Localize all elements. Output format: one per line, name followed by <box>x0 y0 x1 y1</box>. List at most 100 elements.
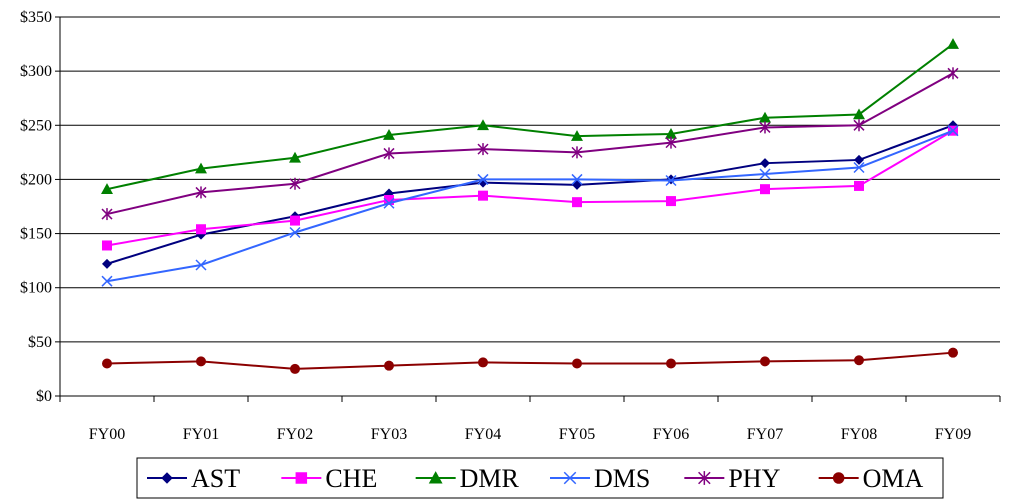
legend-marker <box>428 471 443 484</box>
data-point-ast <box>760 158 770 169</box>
series-dms <box>101 125 959 287</box>
series-line-dmr <box>106 43 954 191</box>
y-tick-label: $50 <box>28 334 52 351</box>
data-point-dmr <box>289 151 301 163</box>
data-point-ast <box>948 120 958 131</box>
data-point-dms <box>383 197 395 209</box>
series-che <box>102 125 958 251</box>
legend-label: CHE <box>325 464 377 493</box>
y-tick-label: $350 <box>20 9 52 26</box>
y-tick-label: $250 <box>20 117 52 134</box>
data-point-ast <box>854 154 864 165</box>
data-point-dms <box>195 259 207 271</box>
data-point-dmr <box>571 130 583 141</box>
x-tick-label: FY05 <box>559 426 595 443</box>
data-point-oma <box>102 358 112 369</box>
data-point-oma <box>854 355 864 366</box>
data-point-phy <box>947 67 959 80</box>
data-point-oma <box>478 357 488 368</box>
data-point-dmr <box>477 119 489 131</box>
y-tick-label: $150 <box>20 226 52 243</box>
series-line-oma <box>106 351 954 370</box>
series-line-phy <box>106 72 954 216</box>
legend-item-dmr: DMR <box>415 464 520 493</box>
data-point-dmr <box>195 162 207 174</box>
data-point-dms <box>853 161 865 174</box>
data-point-dmr <box>947 38 959 49</box>
data-point-oma <box>666 358 676 369</box>
legend-label: DMS <box>594 464 650 493</box>
data-point-phy <box>289 177 301 190</box>
data-point-phy <box>853 119 865 132</box>
data-point-che <box>572 197 582 208</box>
x-tick-label: FY08 <box>841 426 877 443</box>
legend-marker <box>832 472 845 484</box>
legend-item-phy: PHY <box>684 464 781 493</box>
data-point-dms <box>289 226 301 239</box>
data-point-che <box>854 180 864 191</box>
x-tick-label: FY04 <box>465 426 501 443</box>
x-tick-labels: FY00 FY01 FY02 FY03 FY04 FY05 FY06 FY07 FY08 FY09 <box>89 426 971 443</box>
x-tick-label: FY06 <box>653 426 689 443</box>
series-line-che <box>106 129 954 247</box>
x-tick-label: FY03 <box>371 426 407 443</box>
legend-label: PHY <box>728 464 780 493</box>
data-point-phy <box>195 186 207 199</box>
y-tick-label: $100 <box>20 280 52 297</box>
data-point-oma <box>196 356 206 367</box>
x-tick-label: FY07 <box>747 426 783 443</box>
legend-label: DMR <box>460 464 520 493</box>
data-point-dms <box>665 174 677 187</box>
legend-label: AST <box>191 464 240 493</box>
legend-marker <box>698 471 711 485</box>
data-point-dmr <box>853 108 865 120</box>
data-point-dms <box>101 275 113 287</box>
series-lines <box>101 38 959 374</box>
legend-marker <box>161 472 173 484</box>
data-point-oma <box>290 363 300 374</box>
data-point-ast <box>572 179 582 190</box>
x-tick-label: FY01 <box>183 426 219 443</box>
y-tick-label: $300 <box>20 63 52 80</box>
gridlines <box>60 16 1000 343</box>
data-point-dms <box>947 125 959 137</box>
data-point-oma <box>948 347 958 358</box>
series-dmr <box>101 38 959 194</box>
legend-marker <box>563 471 577 485</box>
legend-label: OMA <box>863 464 924 493</box>
axes <box>55 16 1001 402</box>
data-point-dms <box>759 168 771 180</box>
series-line-ast <box>106 124 954 265</box>
y-tick-label: $0 <box>36 388 52 405</box>
x-tick-label: FY09 <box>935 426 971 443</box>
data-point-phy <box>101 208 113 221</box>
x-tick-label: FY02 <box>277 426 313 443</box>
data-point-dmr <box>101 183 113 194</box>
data-point-dms <box>477 173 489 185</box>
legend: AST CHE DMR DMS PHY OMA <box>136 457 944 499</box>
legend-item-dms: DMS <box>550 464 650 493</box>
data-point-che <box>384 195 394 206</box>
data-point-ast <box>666 174 676 185</box>
data-point-che <box>760 184 770 195</box>
data-point-phy <box>759 121 771 134</box>
series-line-dms <box>106 129 954 283</box>
data-point-oma <box>384 360 394 371</box>
data-point-che <box>666 196 676 207</box>
data-point-dmr <box>665 127 677 139</box>
data-point-che <box>102 240 112 251</box>
series-ast <box>102 120 958 269</box>
data-point-phy <box>383 147 395 160</box>
series-phy <box>101 67 959 221</box>
legend-marker <box>295 472 308 484</box>
data-point-che <box>196 224 206 235</box>
data-point-oma <box>572 358 582 369</box>
data-point-phy <box>665 136 677 149</box>
data-point-phy <box>571 146 583 159</box>
data-point-dmr <box>759 111 771 123</box>
data-point-oma <box>760 356 770 367</box>
data-point-che <box>478 190 488 201</box>
data-point-dmr <box>383 129 395 140</box>
